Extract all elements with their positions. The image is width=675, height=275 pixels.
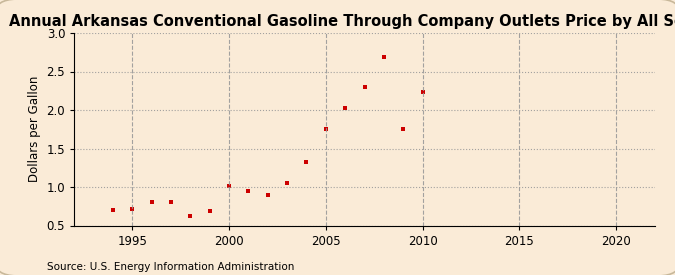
Y-axis label: Dollars per Gallon: Dollars per Gallon xyxy=(28,76,41,182)
Text: Source: U.S. Energy Information Administration: Source: U.S. Energy Information Administ… xyxy=(47,262,294,272)
Title: Annual Arkansas Conventional Gasoline Through Company Outlets Price by All Selle: Annual Arkansas Conventional Gasoline Th… xyxy=(9,14,675,29)
